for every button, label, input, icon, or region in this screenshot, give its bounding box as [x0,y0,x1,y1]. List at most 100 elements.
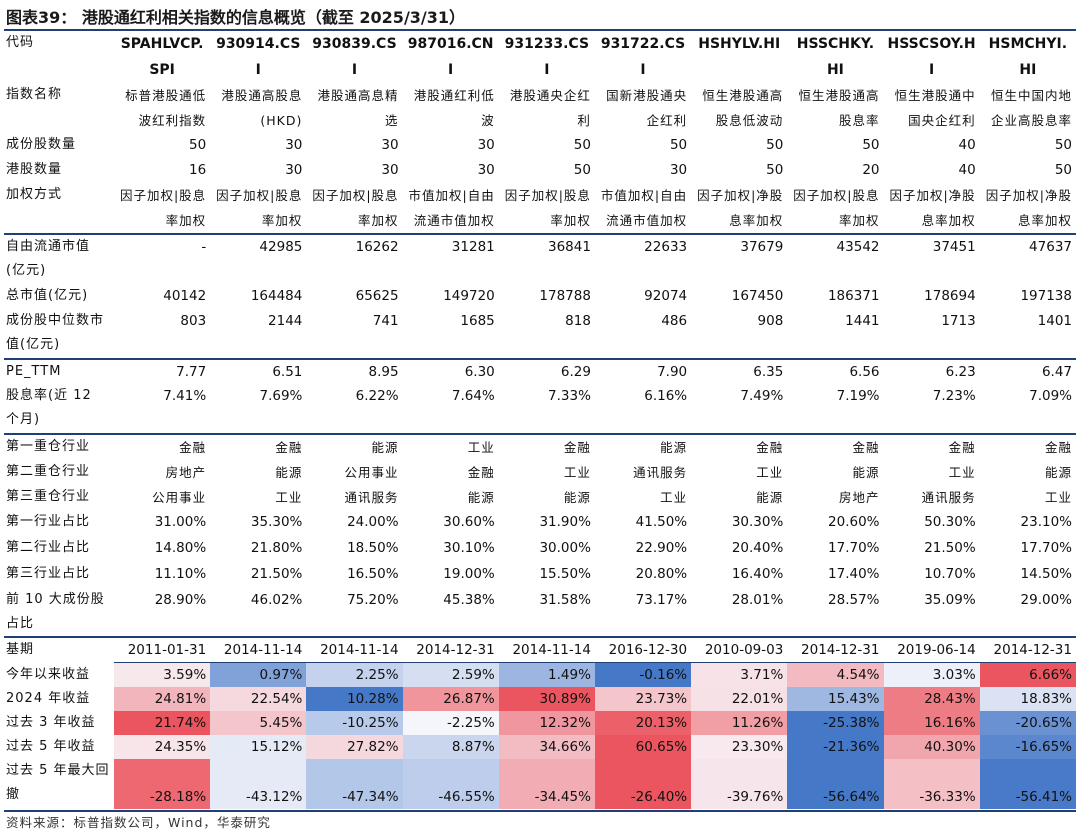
cell-dy: 7.19% [836,388,880,404]
cell-median-mv: 741 [372,313,399,329]
cell-y2024: 24.81% [114,687,211,711]
cell-y5: 8.87% [402,735,499,759]
cell-pe: 6.29 [498,358,595,384]
cell-top10: 75.20% [347,592,399,608]
cell-y5: 34.66% [498,735,595,759]
cell-ind3: 能源 [756,490,784,505]
row-label: 第一重仓行业 [4,433,114,460]
cell-ind3-pct: 14.50% [1020,566,1072,582]
cell-pe: 6.56 [787,358,884,384]
cell-y2024: 22.54% [210,687,307,711]
cell-dy: 6.22% [355,388,399,404]
cell-name: 港股通高息精选 [317,88,399,128]
cell-total-mv: 164484 [250,288,303,304]
cell-ind2: 工业 [948,465,976,480]
cell-code: 931722.CSI [600,36,686,78]
cell-name: 恒生港股通中国央企红利 [894,88,976,128]
cell-hk: 30 [669,162,688,178]
cell-pe: 6.30 [402,358,499,384]
cell-median-mv: 908 [757,313,784,329]
cell-mdd: -39.76% [691,759,788,809]
cell-free-float: 37679 [691,233,788,284]
cell-hk: 16 [189,162,207,178]
cell-ind2-pct: 14.80% [154,540,207,556]
cell-median-mv: 803 [180,313,207,329]
cell-hk: 50 [1054,162,1072,178]
bottom-rule [4,810,1076,812]
cell-y2024: 10.28% [306,687,403,711]
cell-median-mv: 1401 [1037,313,1072,329]
cell-y2024: 23.73% [594,687,692,711]
cell-dy: 7.41% [163,388,207,404]
cell-code: SPAHLVCP.SPI [120,36,204,78]
cell-name: 国新港股通央企红利 [606,88,688,128]
cell-ind1-pct: 41.50% [635,514,688,530]
cell-ytd: -0.16% [594,662,692,687]
cell-base: 2014-12-31 [979,636,1076,663]
cell-y2024: 28.43% [883,687,980,711]
cell-pe: 6.35 [691,358,788,384]
cell-ytd: 1.49% [498,662,595,687]
cell-ind3-pct: 16.40% [731,566,784,582]
cell-ind2-pct: 17.70% [1020,540,1072,556]
cell-ytd: 3.59% [114,662,211,687]
cell-ind1: 金融 [498,433,595,460]
cell-dy: 7.23% [932,388,976,404]
cell-ind1-pct: 24.00% [347,514,399,530]
cell-name: 标普港股通低波红利指数 [125,88,207,128]
cell-ind3: 房地产 [838,490,880,505]
cell-top10: 29.00% [1020,592,1072,608]
cell-ind2-pct: 18.50% [347,540,399,556]
cell-ind1-pct: 31.00% [154,514,207,530]
row-ind3: 第三重仓行业 公用事业 工业 通讯服务 能源 能源 工业 能源 房地产 通讯服务 工业 [4,485,1076,510]
cell-hk: 30 [285,162,303,178]
cell-top10: 73.17% [635,592,688,608]
cell-weighting: 因子加权|净股息率加权 [985,188,1072,228]
cell-top10: 46.02% [250,592,303,608]
cell-code: HSSCHKY.HI [796,36,875,78]
cell-ind1: 工业 [402,433,499,460]
cell-free-float: 37451 [883,233,980,284]
cell-base: 2014-11-14 [498,636,595,663]
row-label: 成份股数量 [6,137,77,152]
cell-ind1-pct: 30.60% [443,514,495,530]
row-median-mv: 成份股中位数市值(亿元) 803 2144 741 1685 818 486 908 1441 1… [4,309,1076,359]
cell-ind3: 工业 [275,490,303,505]
cell-ind3: 通讯服务 [921,490,976,505]
cell-name: 恒生港股通高股息率 [798,88,880,128]
cell-ind3-pct: 11.10% [154,566,207,582]
row-label: 2024 年收益 [6,691,91,706]
cell-ind3-pct: 20.80% [635,566,688,582]
cell-ind2: 金融 [467,465,495,480]
cell-y2024: 26.87% [402,687,499,711]
cell-ytd: 2.59% [402,662,499,687]
cell-base: 2014-11-14 [210,636,307,663]
row-base: 基期 2011-01-31 2014-11-14 2014-11-14 2014-12-… [4,636,1076,663]
row-y5: 过去 5 年收益 24.35% 15.12% 27.82% 8.87% 34.66% 60.… [4,735,1076,759]
cell-name: 恒生中国内地企业高股息率 [990,88,1072,128]
cell-total-mv: 186371 [827,288,880,304]
cell-code: 930839.CSI [312,36,397,78]
cell-free-float: 22633 [594,233,692,284]
cell-ind3-pct: 17.40% [828,566,880,582]
cell-name: 恒生港股通高股息低波动 [702,88,784,128]
cell-hk: 20 [862,162,880,178]
cell-hk: 50 [766,162,784,178]
row-label: 第三重仓行业 [6,489,91,504]
cell-base: 2011-01-31 [114,636,211,663]
cell-weighting: 因子加权|净股息率加权 [889,188,976,228]
cell-y3: 5.45% [210,711,307,735]
cell-ind2: 房地产 [165,465,207,480]
cell-median-mv: 1685 [460,313,495,329]
row-constituents: 成份股数量 50 30 30 30 50 50 50 50 40 50 [4,133,1076,158]
cell-ytd: 6.66% [979,662,1076,687]
row-label: 指数名称 [6,87,63,102]
cell-y2024: 30.89% [498,687,595,711]
row-label: 成份股中位数市值(亿元) [6,313,105,352]
row-label: 过去 5 年最大回撤 [6,763,110,802]
cell-mdd: -36.33% [883,759,980,809]
cell-hk: 50 [573,162,591,178]
cell-free-float: 16262 [306,233,403,284]
cell-code: 930914.CSI [216,36,301,78]
cell-ind1-pct: 20.60% [828,514,880,530]
